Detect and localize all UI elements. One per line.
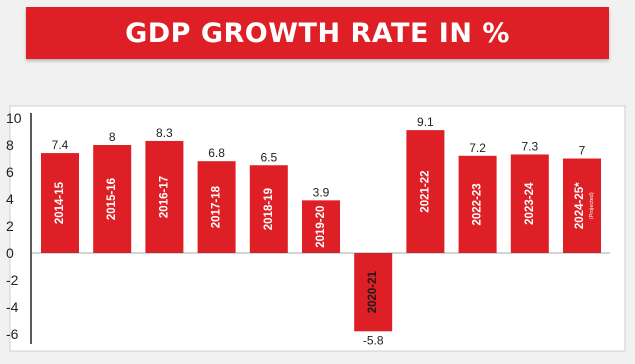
category-label: 2017-18 xyxy=(211,185,223,228)
category-label: 2023-24 xyxy=(524,182,536,225)
y-tick-label: -2 xyxy=(6,272,19,288)
data-label: -5.8 xyxy=(363,333,384,347)
data-label: 8 xyxy=(109,130,116,144)
y-tick-label: 4 xyxy=(6,191,14,207)
data-label: 6.8 xyxy=(208,146,225,160)
data-label: 7.4 xyxy=(52,138,69,152)
category-label: 2019-20 xyxy=(315,206,327,248)
y-tick-label: 0 xyxy=(6,245,14,261)
category-label: 2018-19 xyxy=(263,188,275,230)
chart-title-banner: GDP GROWTH RATE IN % xyxy=(26,7,609,59)
data-label: 7 xyxy=(579,144,586,158)
bar-2023-24 xyxy=(510,154,549,253)
category-label: 2020-21 xyxy=(367,270,379,313)
category-label: 2024-25* xyxy=(574,182,586,229)
data-label: 7.2 xyxy=(469,141,486,155)
bar-2022-23 xyxy=(458,155,497,253)
data-label: 7.3 xyxy=(521,139,538,153)
data-label: 9.1 xyxy=(417,115,434,129)
bar-2024-25* xyxy=(563,158,601,253)
category-label: 2014-15 xyxy=(54,181,66,224)
y-tick-label: -4 xyxy=(6,299,19,315)
bar-2019-20 xyxy=(302,200,340,253)
category-label: 2016-17 xyxy=(158,176,170,218)
category-label: 2021-22 xyxy=(419,170,431,212)
bar-2017-18 xyxy=(197,161,236,253)
bar-2016-17 xyxy=(145,140,184,253)
bars: 7.4 2014-15 8 2015-16 8.3 2016-17 6.8 2017-18 6.… xyxy=(31,115,610,347)
bar-2014-15 xyxy=(41,153,79,253)
y-tick-label: 10 xyxy=(6,110,22,126)
bar-2020-21 xyxy=(354,253,393,332)
chart-title: GDP GROWTH RATE IN % xyxy=(125,17,510,49)
y-tick-label: 8 xyxy=(6,137,14,153)
bar-2021-22 xyxy=(406,130,445,253)
y-tick-label: 6 xyxy=(6,164,14,180)
y-tick-label: 2 xyxy=(6,218,14,234)
data-label: 8.3 xyxy=(156,126,173,140)
category-label: 2015-16 xyxy=(106,178,118,220)
category-label: 2022-23 xyxy=(472,183,484,225)
category-note: (Projected) xyxy=(589,192,595,219)
bar-2018-19 xyxy=(249,165,288,253)
y-tick-labels: 10 8 6 4 2 0 -2 -4 -6 xyxy=(6,110,22,342)
bar-2015-16 xyxy=(93,145,132,253)
data-label: 6.5 xyxy=(260,150,277,164)
data-label: 3.9 xyxy=(313,185,330,199)
y-tick-label: -6 xyxy=(6,326,19,342)
